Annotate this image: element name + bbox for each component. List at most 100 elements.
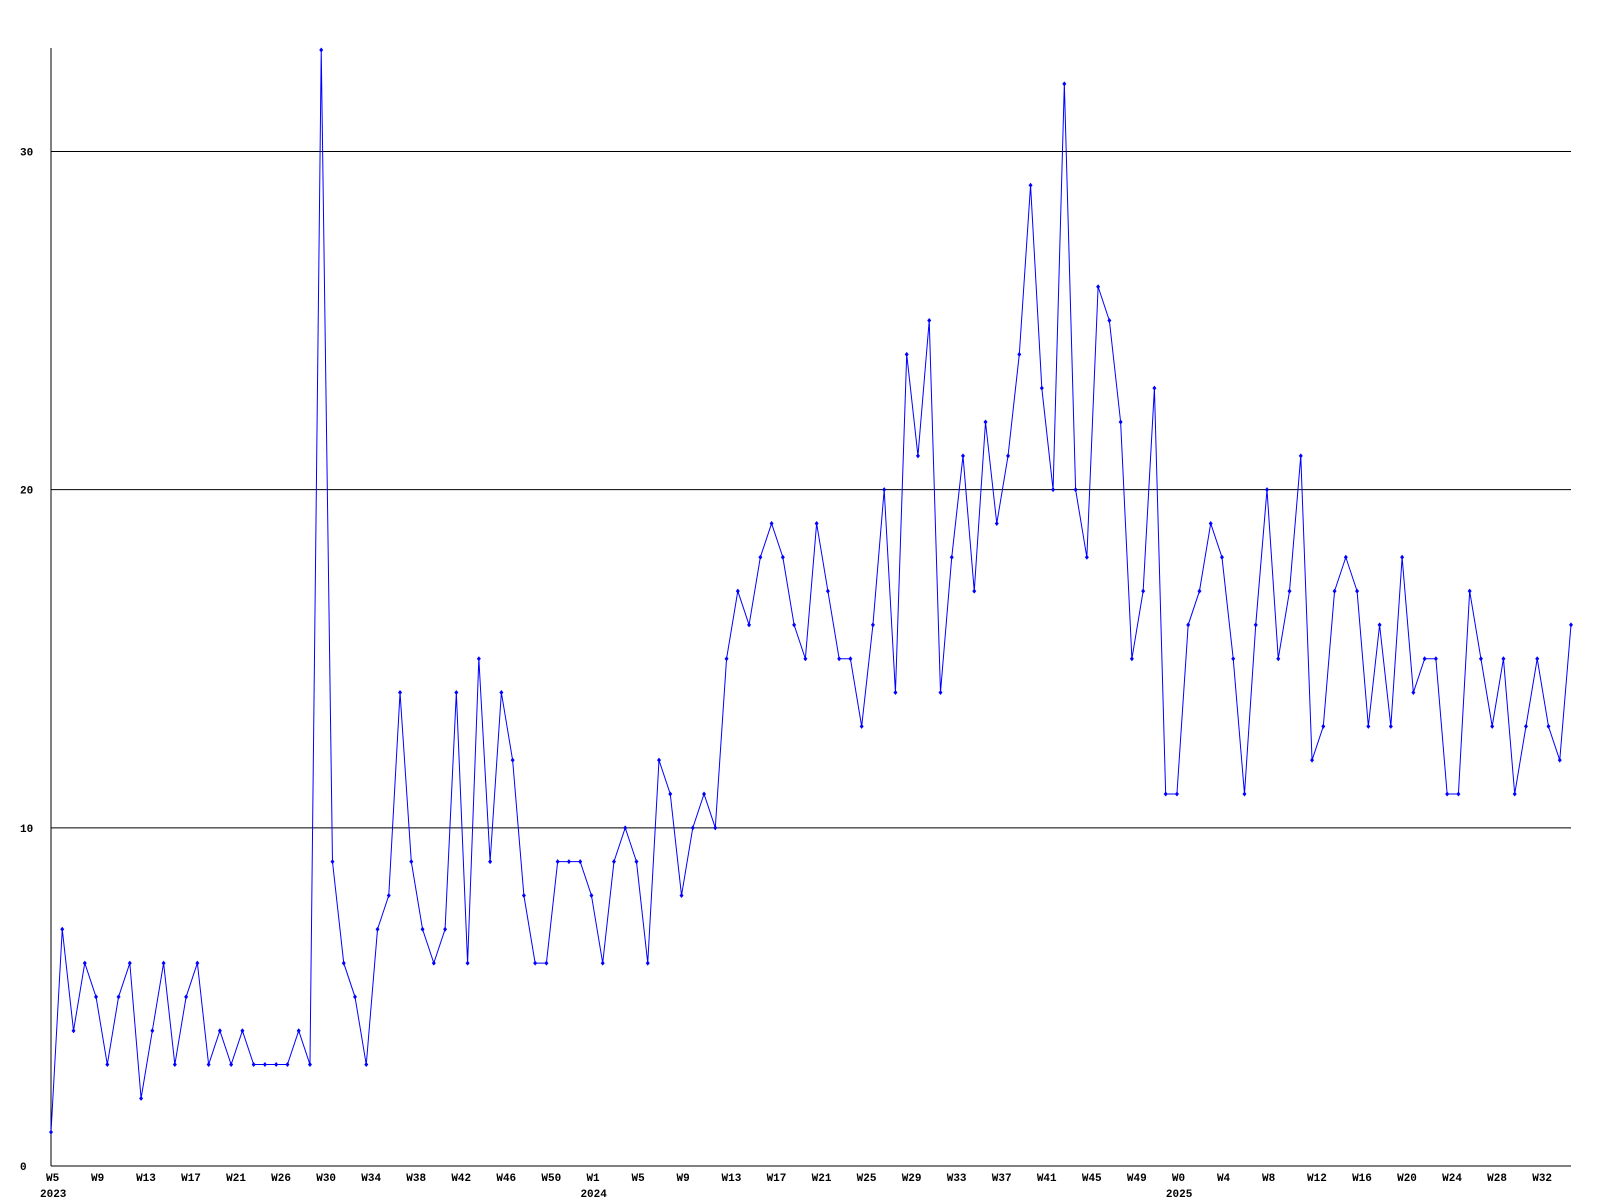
- data-point: [262, 1062, 267, 1068]
- data-point: [1051, 487, 1056, 493]
- x-year-label: 2025: [1166, 1189, 1193, 1200]
- data-point: [1512, 791, 1517, 797]
- data-point: [1186, 622, 1191, 628]
- data-point: [1388, 723, 1393, 729]
- data-point: [1535, 656, 1540, 662]
- data-point: [1141, 588, 1146, 594]
- data-point: [150, 1028, 155, 1034]
- data-point: [1355, 588, 1360, 594]
- data-point: [735, 588, 740, 594]
- data-point: [690, 825, 695, 831]
- x-tick-label: W32: [1532, 1173, 1552, 1185]
- data-point: [870, 622, 875, 628]
- data-point: [521, 892, 526, 898]
- data-point: [1265, 487, 1269, 493]
- data-point: [566, 859, 571, 865]
- data-point: [307, 1062, 312, 1068]
- data-point: [1276, 656, 1281, 662]
- data-point: [364, 1062, 369, 1068]
- data-point: [431, 960, 436, 966]
- data-point: [927, 318, 932, 324]
- data-point: [1332, 588, 1337, 594]
- data-point: [1445, 791, 1450, 797]
- data-point: [94, 994, 99, 1000]
- x-tick-label: W16: [1352, 1173, 1372, 1185]
- data-point: [1546, 723, 1551, 729]
- data-point: [1208, 520, 1213, 526]
- x-tick-label: W49: [1127, 1173, 1147, 1185]
- data-point: [713, 825, 718, 831]
- data-point: [375, 926, 380, 932]
- x-tick-label: W20: [1397, 1173, 1417, 1185]
- data-point: [792, 622, 797, 628]
- x-tick-label: W34: [361, 1173, 381, 1185]
- data-point: [1197, 588, 1202, 594]
- x-tick-label: W37: [992, 1173, 1012, 1185]
- data-point: [476, 656, 481, 662]
- data-point: [938, 690, 943, 696]
- data-point: [71, 1028, 76, 1034]
- x-year-label: 2023: [40, 1189, 67, 1200]
- data-point: [1377, 622, 1382, 628]
- data-point: [217, 1028, 222, 1034]
- data-point: [747, 622, 752, 628]
- data-point: [915, 453, 920, 459]
- data-point: [657, 757, 661, 763]
- data-point: [1321, 723, 1326, 729]
- data-point: [82, 960, 87, 966]
- data-point: [105, 1062, 110, 1068]
- x-tick-label: W33: [947, 1173, 967, 1185]
- x-tick-label: W13: [136, 1173, 156, 1185]
- data-point: [1006, 453, 1011, 459]
- x-tick-label: W5: [46, 1173, 60, 1185]
- x-tick-label: W29: [902, 1173, 922, 1185]
- x-tick-label: W9: [677, 1173, 690, 1185]
- data-point: [488, 859, 493, 865]
- x-tick-label: W21: [226, 1173, 246, 1185]
- data-point: [319, 47, 324, 53]
- data-line: [50, 49, 1572, 1133]
- data-point: [645, 960, 650, 966]
- x-tick-label: W9: [91, 1173, 104, 1185]
- data-point: [353, 994, 357, 1000]
- data-point: [398, 690, 403, 696]
- data-point: [409, 859, 414, 865]
- data-point: [139, 1095, 144, 1101]
- x-tick-label: W45: [1082, 1173, 1102, 1185]
- data-point: [1400, 554, 1405, 560]
- data-point: [330, 859, 335, 865]
- data-point: [251, 1062, 256, 1068]
- data-point: [600, 960, 605, 966]
- data-point: [1523, 723, 1528, 729]
- data-point: [1557, 757, 1562, 763]
- data-point: [803, 656, 808, 662]
- data-point: [825, 588, 830, 594]
- data-point: [1152, 385, 1157, 391]
- data-point: [780, 554, 785, 560]
- data-point: [1242, 791, 1247, 797]
- x-tick-label: W13: [722, 1173, 742, 1185]
- data-point: [1174, 791, 1179, 797]
- x-tick-label: W24: [1442, 1173, 1462, 1185]
- data-point: [1490, 723, 1495, 729]
- data-point: [1433, 656, 1438, 662]
- data-point: [1084, 554, 1089, 560]
- data-point: [859, 723, 864, 729]
- data-point: [1096, 284, 1101, 290]
- data-point: [206, 1062, 211, 1068]
- data-point: [1163, 791, 1168, 797]
- data-point: [724, 656, 729, 662]
- x-tick-label: W26: [271, 1173, 291, 1185]
- data-point: [893, 690, 898, 696]
- x-year-label: 2024: [580, 1189, 607, 1200]
- data-point: [702, 791, 707, 797]
- data-point: [49, 1129, 53, 1135]
- data-point: [116, 994, 121, 1000]
- x-tick-label: W1: [586, 1173, 600, 1185]
- x-tick-label: W50: [541, 1173, 561, 1185]
- y-tick-label: 30: [20, 147, 33, 159]
- data-point: [623, 825, 628, 831]
- data-point: [1456, 791, 1461, 797]
